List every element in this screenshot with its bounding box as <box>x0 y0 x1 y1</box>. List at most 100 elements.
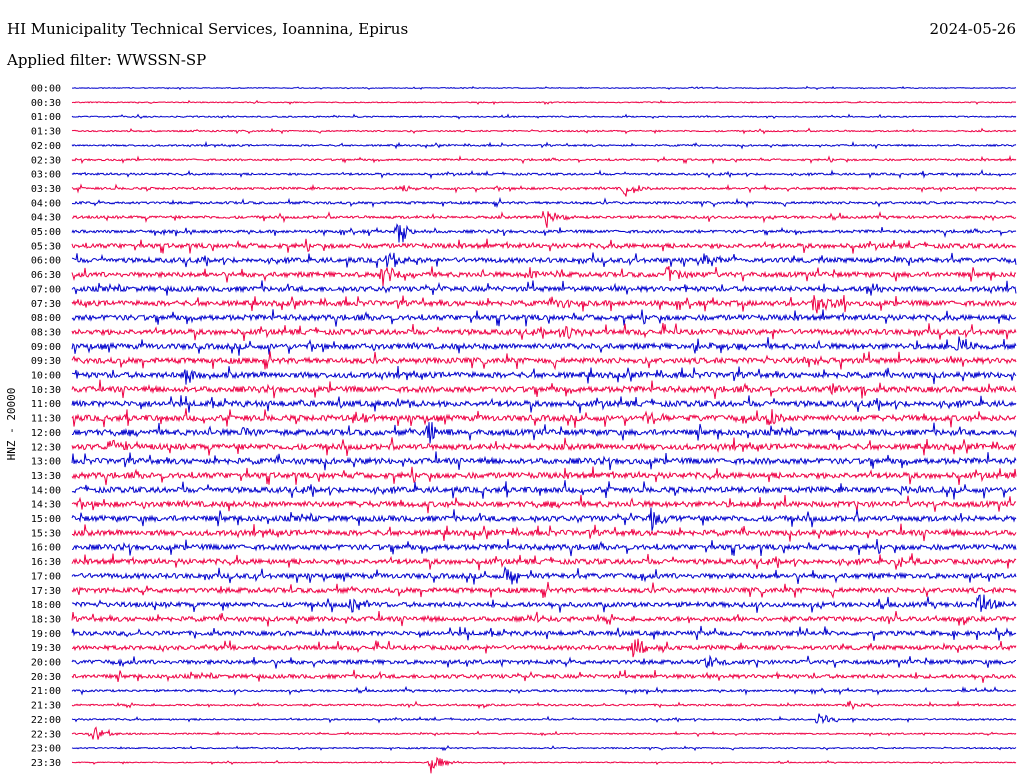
trace-row-9 <box>71 211 1017 228</box>
row-label: 02:30 <box>31 155 61 166</box>
trace-row-8 <box>71 196 1017 209</box>
trace-row-4 <box>71 140 1017 150</box>
row-label: 19:00 <box>31 629 61 640</box>
trace-row-22 <box>71 395 1017 414</box>
trace-row-36 <box>71 594 1017 613</box>
row-label: 01:30 <box>31 127 61 138</box>
row-label: 09:00 <box>31 342 61 353</box>
row-label: 21:00 <box>31 686 61 697</box>
trace-row-45 <box>71 726 1017 740</box>
row-label: 18:00 <box>31 600 61 611</box>
trace-row-18 <box>71 336 1017 356</box>
trace-row-37 <box>71 611 1017 627</box>
trace-row-5 <box>71 154 1017 165</box>
trace-row-26 <box>71 451 1017 471</box>
trace-row-3 <box>71 127 1017 135</box>
trace-row-20 <box>71 365 1017 385</box>
row-label: 23:30 <box>31 758 61 769</box>
row-label: 16:00 <box>31 543 61 554</box>
row-labels-group: 00:00 00:30 01:00 01:30 02:00 02:30 03:00 03:30… <box>31 84 61 769</box>
trace-row-31 <box>71 523 1017 542</box>
channel-label: HNZ - 20000 <box>5 388 18 461</box>
trace-row-6 <box>71 169 1017 180</box>
row-label: 08:30 <box>31 327 61 338</box>
trace-row-21 <box>71 379 1017 399</box>
date-label: 2024-05-26 <box>929 20 1016 38</box>
trace-row-30 <box>71 507 1017 532</box>
trace-row-11 <box>71 238 1017 254</box>
trace-row-23 <box>71 408 1017 428</box>
trace-row-0 <box>72 85 1017 91</box>
trace-row-39 <box>71 638 1017 658</box>
trace-row-47 <box>71 756 1017 774</box>
row-label: 15:00 <box>31 514 61 525</box>
row-label: 12:30 <box>31 442 61 453</box>
trace-row-7 <box>71 183 1017 197</box>
row-label: 10:30 <box>31 385 61 396</box>
trace-row-33 <box>71 553 1017 571</box>
trace-row-15 <box>71 295 1017 314</box>
row-label: 18:30 <box>31 614 61 625</box>
trace-row-29 <box>71 494 1017 514</box>
row-label: 16:30 <box>31 557 61 568</box>
row-label: 11:30 <box>31 414 61 425</box>
row-label: 20:30 <box>31 672 61 683</box>
trace-row-40 <box>71 654 1016 669</box>
row-label: 14:00 <box>31 485 61 496</box>
trace-row-28 <box>71 480 1017 500</box>
row-label: 10:00 <box>31 371 61 382</box>
trace-row-44 <box>71 713 1017 725</box>
trace-row-34 <box>71 565 1017 585</box>
row-label: 07:30 <box>31 299 61 310</box>
row-label: 04:30 <box>31 213 61 224</box>
trace-row-13 <box>71 266 1017 287</box>
row-label: 09:30 <box>31 356 61 367</box>
row-label: 17:00 <box>31 571 61 582</box>
row-label: 22:30 <box>31 729 61 740</box>
row-label: 21:30 <box>31 701 61 712</box>
row-label: 11:00 <box>31 399 61 410</box>
trace-row-38 <box>71 625 1017 641</box>
row-label: 07:00 <box>31 284 61 295</box>
row-label: 23:00 <box>31 744 61 755</box>
trace-row-46 <box>71 744 1017 752</box>
row-label: 00:00 <box>31 84 61 95</box>
row-label: 13:30 <box>31 471 61 482</box>
row-label: 01:00 <box>31 112 61 123</box>
row-label: 13:00 <box>31 457 61 468</box>
trace-row-14 <box>71 280 1017 296</box>
row-label: 12:00 <box>31 428 61 439</box>
row-label: 22:00 <box>31 715 61 726</box>
row-label: 05:00 <box>31 227 61 238</box>
row-label: 19:30 <box>31 643 61 654</box>
trace-row-42 <box>71 685 1017 696</box>
trace-row-25 <box>71 437 1017 456</box>
station-title: HI Municipality Technical Services, Ioan… <box>7 20 409 38</box>
row-label: 14:30 <box>31 500 61 511</box>
trace-row-35 <box>71 581 1017 599</box>
filter-label: Applied filter: WWSSN-SP <box>7 51 207 69</box>
row-label: 03:00 <box>31 170 61 181</box>
row-label: 06:30 <box>31 270 61 281</box>
trace-row-10 <box>71 223 1017 243</box>
row-label: 00:30 <box>31 98 61 109</box>
row-label: 15:30 <box>31 528 61 539</box>
trace-row-2 <box>71 113 1017 120</box>
trace-row-1 <box>71 99 1017 106</box>
row-label: 05:30 <box>31 241 61 252</box>
trace-row-32 <box>72 538 1017 557</box>
row-label: 06:00 <box>31 256 61 267</box>
trace-row-17 <box>71 322 1017 342</box>
row-label: 20:00 <box>31 658 61 669</box>
row-label: 17:30 <box>31 586 61 597</box>
trace-row-41 <box>71 669 1017 683</box>
trace-row-19 <box>71 351 1017 371</box>
row-label: 04:00 <box>31 198 61 209</box>
trace-row-24 <box>72 422 1017 444</box>
row-label: 08:00 <box>31 313 61 324</box>
row-label: 02:00 <box>31 141 61 152</box>
trace-row-16 <box>71 309 1017 327</box>
trace-row-43 <box>71 700 1016 711</box>
trace-row-12 <box>71 252 1017 268</box>
